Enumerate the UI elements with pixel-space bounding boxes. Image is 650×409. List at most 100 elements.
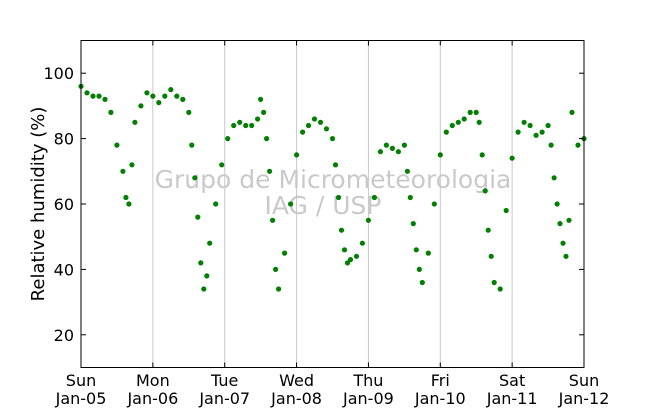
data-point [329,136,336,142]
data-point [156,100,162,106]
data-point [563,253,569,259]
y-tick-label: 20 [54,326,74,345]
data-point [96,93,102,99]
data-point [267,168,273,174]
data-point [503,207,509,214]
data-point [557,221,563,227]
data-point [407,194,413,201]
y-tick-label: 80 [54,130,74,149]
watermark-line-1: Grupo de Micrometeorologia [155,165,512,194]
data-point [204,273,210,279]
data-point [108,109,114,115]
data-point [150,93,156,99]
data-point [213,201,219,207]
watermark: Grupo de Micrometeorologia IAG / USP [155,165,512,220]
data-point [359,240,365,246]
data-point [410,221,416,227]
data-point [419,279,425,286]
x-tick-label-day: Wed [279,371,314,390]
data-point [129,162,135,168]
data-point [198,260,204,266]
data-point [554,201,560,207]
x-tick-label-day: Sat [499,371,525,390]
data-point [479,152,485,158]
data-point [300,129,306,135]
data-point [311,116,318,122]
data-point [332,162,339,168]
data-point [533,132,539,138]
y-tick-label: 60 [54,195,74,214]
data-point [383,142,389,148]
data-point [249,122,255,129]
data-point [84,90,90,96]
data-point [431,201,437,207]
data-point [404,168,410,174]
data-point [497,286,503,292]
data-point [144,90,150,96]
data-point [237,119,243,125]
data-point [192,175,198,181]
data-point [138,103,144,109]
data-point [294,152,300,158]
data-point [276,286,282,292]
data-point [545,122,551,129]
data-point [168,87,174,93]
data-point [551,175,557,181]
data-point [273,266,279,272]
x-tick-label-day: Sun [569,371,599,390]
data-point [425,250,431,256]
data-point [305,122,312,129]
data-point [114,142,120,148]
data-point [207,240,213,246]
data-point [335,194,342,201]
data-point [377,149,383,155]
data-point [515,129,521,135]
x-tick-label-date: Jan-08 [270,389,322,408]
data-point [509,155,515,161]
vertical-gridlines [152,40,513,368]
data-point [174,93,180,99]
data-point [255,116,261,122]
x-tick-label-date: Jan-11 [486,389,538,408]
data-point [201,286,207,292]
data-point [455,119,461,125]
data-point [389,145,395,151]
data-point [449,122,455,129]
data-point [231,122,237,129]
x-tick-label-date: Jan-05 [55,389,107,408]
data-point [476,119,482,125]
data-point [270,217,276,223]
data-point [126,201,132,207]
x-tick-label-date: Jan-07 [198,389,250,408]
y-tick-label: 40 [54,260,74,279]
y-tick-label: 100 [43,64,74,83]
data-point [485,227,491,233]
data-point [243,122,249,129]
data-point [195,214,201,220]
data-point [548,142,554,148]
x-tick-label-date: Jan-06 [126,389,178,408]
data-point [566,217,572,223]
x-tick-label-day: Sun [66,371,96,390]
x-tick-label-day: Mon [136,371,170,390]
data-point [132,119,138,125]
data-point [353,253,360,259]
data-point [416,266,422,272]
data-points [78,83,587,292]
data-point [258,96,264,102]
x-axis: SunJan-05MonJan-06TueJan-07WedJan-08ThuJ… [55,40,609,408]
data-point [413,247,419,253]
data-point [401,142,407,148]
data-point [443,129,449,135]
data-point [527,122,533,129]
data-point [120,168,126,174]
data-point [102,96,108,102]
data-point [317,119,324,125]
data-point [180,96,186,102]
watermark-line-2: IAG / USP [265,191,382,220]
y-axis-title: Relative humidity (%) [28,107,49,302]
data-point [575,142,581,148]
data-point [488,253,494,259]
data-point [482,188,488,194]
